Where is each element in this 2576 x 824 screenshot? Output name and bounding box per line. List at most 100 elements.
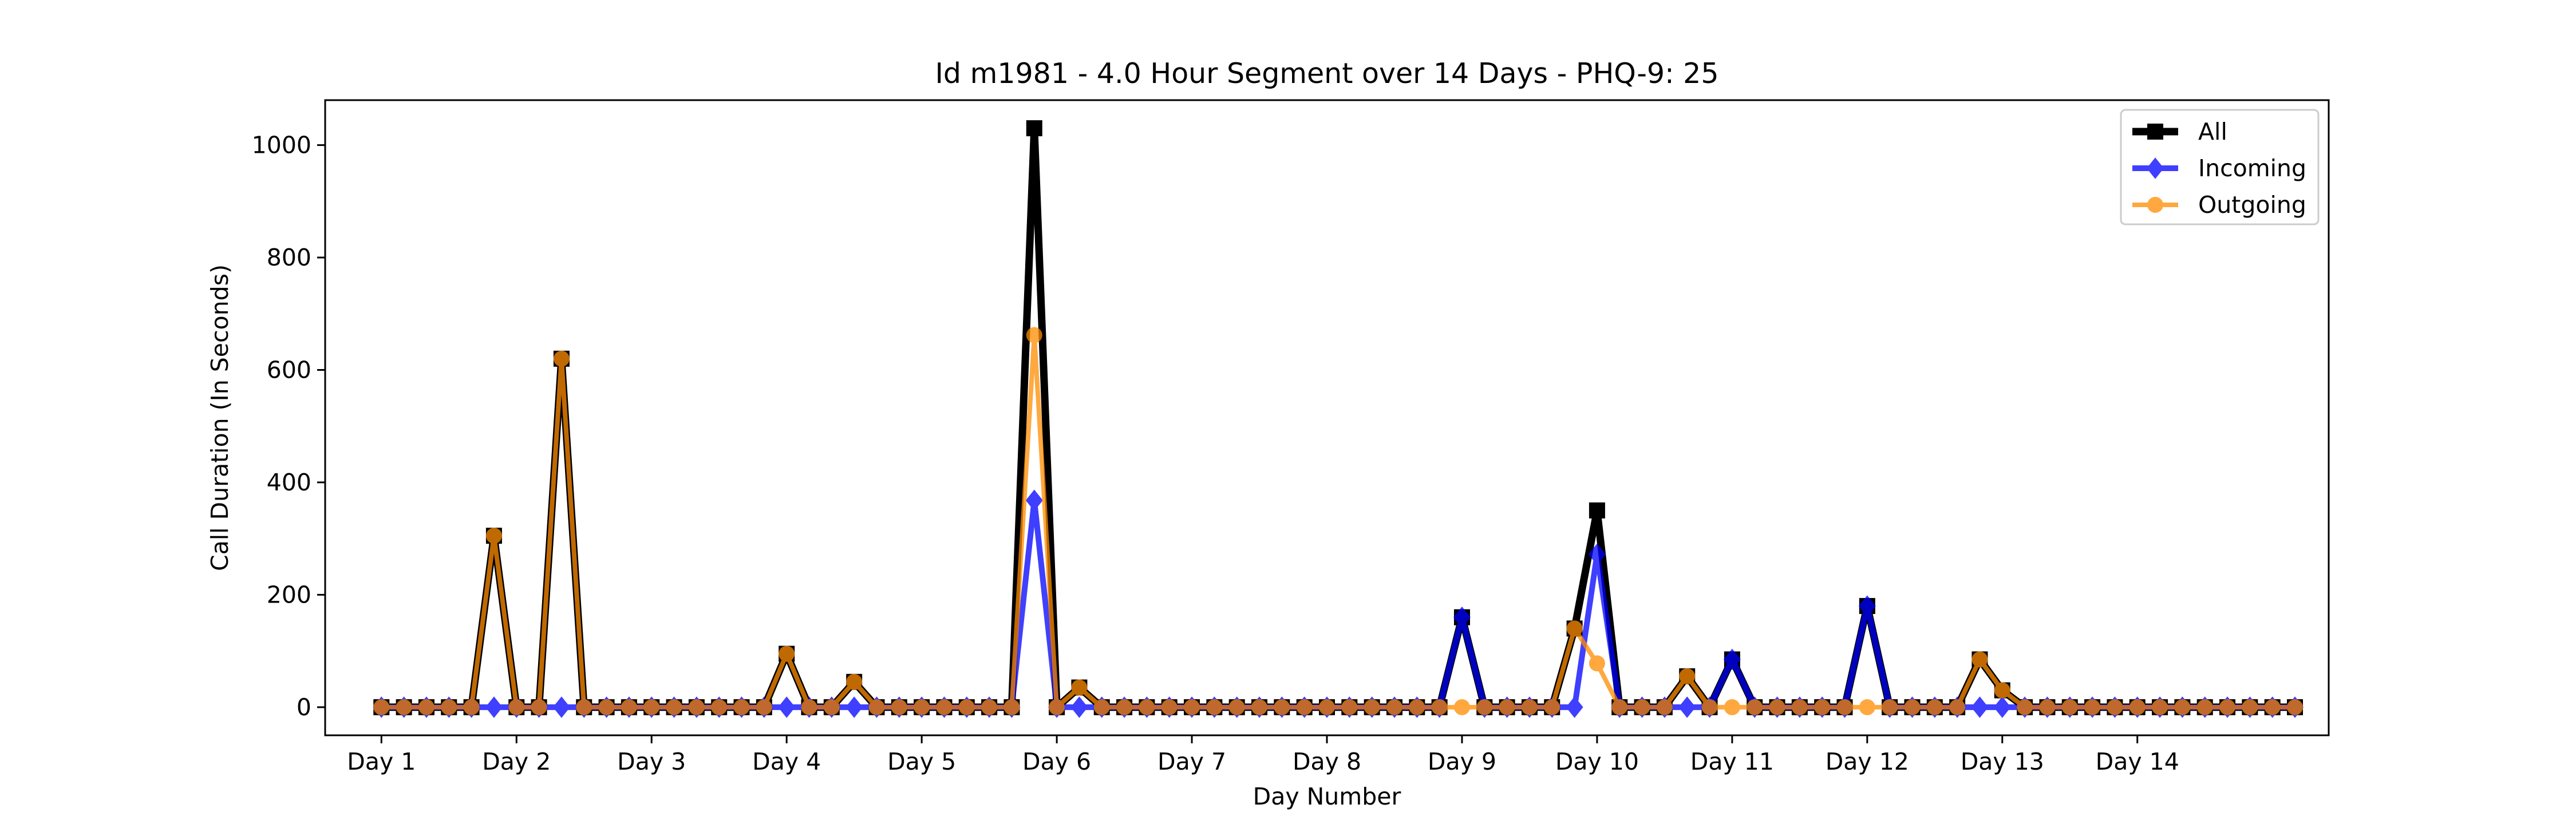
legend-marker [2147,157,2164,179]
outgoing-point [1409,699,1425,715]
series-layer [373,120,2304,718]
outgoing-point [1521,699,1538,715]
legend-box [2120,109,2320,225]
outgoing-point [958,699,975,715]
all-point [1589,502,1605,519]
outgoing-point [1476,699,1493,715]
outgoing-point [441,699,457,715]
outgoing-point [373,699,390,715]
x-tick-label: Day 3 [617,748,686,775]
outgoing-point [2242,699,2258,715]
outgoing-point [1882,699,1898,715]
outgoing-point [463,699,480,715]
incoming-point [778,696,796,718]
outgoing-point [1859,699,1875,715]
outgoing-point [666,699,682,715]
outgoing-point [936,699,953,715]
x-axis-title: Day Number [1253,783,1401,810]
x-tick-label: Day 12 [1826,748,1909,775]
x-tick-label: Day 14 [2096,748,2179,775]
all-point [1026,120,1042,137]
y-tick-label: 400 [267,469,311,496]
outgoing-point [2017,699,2033,715]
incoming-point [1070,696,1088,718]
y-tick-label: 600 [267,356,311,384]
outgoing-point [1319,699,1335,715]
outgoing-point [1791,699,1808,715]
outgoing-point [2061,699,2078,715]
outgoing-point [1139,699,1155,715]
outgoing-point [1747,699,1763,715]
outgoing-point [2264,699,2281,715]
outgoing-point [1499,699,1515,715]
outgoing-point [1634,699,1650,715]
outgoing-point [1904,699,1921,715]
outgoing-point [1026,327,1042,343]
legend-entry [2132,197,2178,213]
outgoing-point [823,699,840,715]
y-tick-label: 800 [267,244,311,271]
outgoing-point [1341,699,1358,715]
outgoing-point [1836,699,1853,715]
outgoing-point [1228,699,1245,715]
incoming-point [1971,696,1989,718]
x-tick-label: Day 7 [1157,748,1226,775]
outgoing-point [1589,655,1605,672]
legend-entry [2132,124,2178,140]
outgoing-point [2219,699,2236,715]
x-tick-label: Day 6 [1022,748,1091,775]
x-tick-label: Day 4 [752,748,821,775]
incoming-point [1678,696,1696,718]
incoming-point [1588,543,1606,565]
outgoing-point [1566,620,1583,637]
incoming-point [1025,489,1043,512]
outgoing-point [1184,699,1200,715]
outgoing-point [1994,682,2010,699]
outgoing-point [1296,699,1313,715]
incoming-point [1993,696,2011,718]
y-tick-label: 200 [267,581,311,608]
outgoing-point [1544,699,1560,715]
outgoing-point [531,699,547,715]
outgoing-point [981,699,998,715]
incoming-point [846,696,863,718]
outgoing-point [1611,699,1628,715]
incoming-point [552,696,570,718]
outgoing-point [485,528,502,544]
outgoing-point [2107,699,2123,715]
outgoing-point [1386,699,1402,715]
outgoing-point [688,699,705,715]
outgoing-point [1814,699,1831,715]
legend-label: Outgoing [2198,191,2306,219]
outgoing-point [846,674,863,690]
incoming-point [1723,648,1741,671]
outgoing-point [1251,699,1268,715]
outgoing-point [2039,699,2056,715]
outgoing-point [576,699,592,715]
x-axis: Day 1 Day 2 Day 3 Day 4 Day 5 Day 6 Day 7 Day 8… [347,735,2179,775]
y-tick-label: 1000 [252,132,311,159]
x-tick-label: Day 5 [887,748,956,775]
outgoing-point [1003,699,1020,715]
outgoing-point [779,645,795,662]
incoming-point [1858,595,1876,617]
outgoing-point [1049,699,1065,715]
outgoing-point [1116,699,1133,715]
x-tick-label: Day 1 [347,748,416,775]
y-axis-title: Call Duration (In Seconds) [206,264,234,571]
outgoing-point [801,699,817,715]
outgoing-point [2287,699,2304,715]
outgoing-point [621,699,637,715]
outgoing-point [508,699,525,715]
outgoing-point [2196,699,2213,715]
outgoing-point [756,699,772,715]
incoming-point [1453,606,1471,628]
x-tick-label: Day 9 [1428,748,1496,775]
incoming-point [485,696,503,718]
outgoing-point [1949,699,1966,715]
outgoing-point [2084,699,2101,715]
outgoing-point [1724,699,1740,715]
outgoing-point [396,699,412,715]
